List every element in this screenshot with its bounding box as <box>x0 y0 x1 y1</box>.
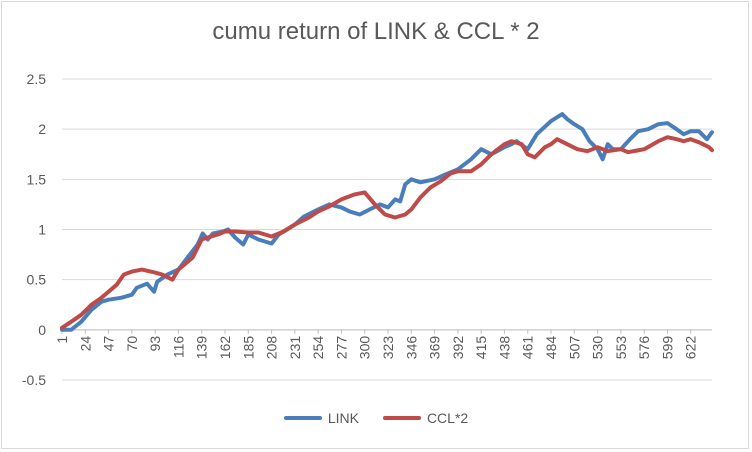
y-tick-label: 2.5 <box>27 71 47 87</box>
legend-label-ccl: CCL*2 <box>426 410 469 426</box>
x-tick-label: 484 <box>543 336 559 360</box>
x-tick-label: 1 <box>54 336 70 344</box>
x-tick-label: 254 <box>310 336 326 360</box>
series-line-ccl-2 <box>60 135 714 330</box>
y-tick-label: 1 <box>38 222 46 238</box>
x-tick-label: 24 <box>77 336 93 352</box>
x-tick-label: 392 <box>450 336 466 360</box>
x-tick-label: 277 <box>333 336 349 360</box>
y-tick-label: 0 <box>38 322 46 338</box>
x-tick-label: 139 <box>194 336 210 360</box>
x-tick-label: 553 <box>613 336 629 360</box>
legend-swatch-ccl <box>382 416 421 420</box>
x-tick-label: 300 <box>357 336 373 360</box>
x-tick-label: 47 <box>101 336 117 352</box>
x-tick-label: 415 <box>473 336 489 360</box>
y-tick-label: -0.5 <box>22 372 46 388</box>
x-tick-label: 369 <box>427 336 443 360</box>
y-tick-label: 0.5 <box>27 272 47 288</box>
legend-item-ccl: CCL*2 <box>382 410 469 426</box>
x-tick-label: 599 <box>659 336 675 360</box>
x-tick-label: 231 <box>287 336 303 360</box>
x-tick-label: 346 <box>403 336 419 360</box>
x-tick-label: 438 <box>496 336 512 360</box>
legend-swatch-link <box>283 416 322 420</box>
series-line-link <box>60 112 714 332</box>
x-tick-label: 530 <box>590 336 606 360</box>
x-tick-label: 208 <box>264 336 280 360</box>
chart-title: cumu return of LINK & CCL * 2 <box>212 18 540 45</box>
legend: LINK CCL*2 <box>0 410 752 426</box>
x-tick-label: 116 <box>170 336 186 359</box>
x-tick-label: 507 <box>566 336 582 360</box>
x-tick-label: 70 <box>124 336 140 352</box>
y-tick-label: 1.5 <box>27 171 47 187</box>
x-tick-label: 461 <box>520 336 536 360</box>
x-tick-label: 576 <box>636 336 652 360</box>
legend-label-link: LINK <box>327 410 359 426</box>
x-tick-label: 93 <box>147 336 163 352</box>
x-tick-label: 622 <box>683 336 699 360</box>
legend-item-link: LINK <box>283 410 359 426</box>
x-tick-label: 162 <box>217 336 233 360</box>
x-tick-label: 185 <box>240 336 256 360</box>
y-tick-label: 2 <box>38 121 46 137</box>
x-tick-label: 323 <box>380 336 396 360</box>
